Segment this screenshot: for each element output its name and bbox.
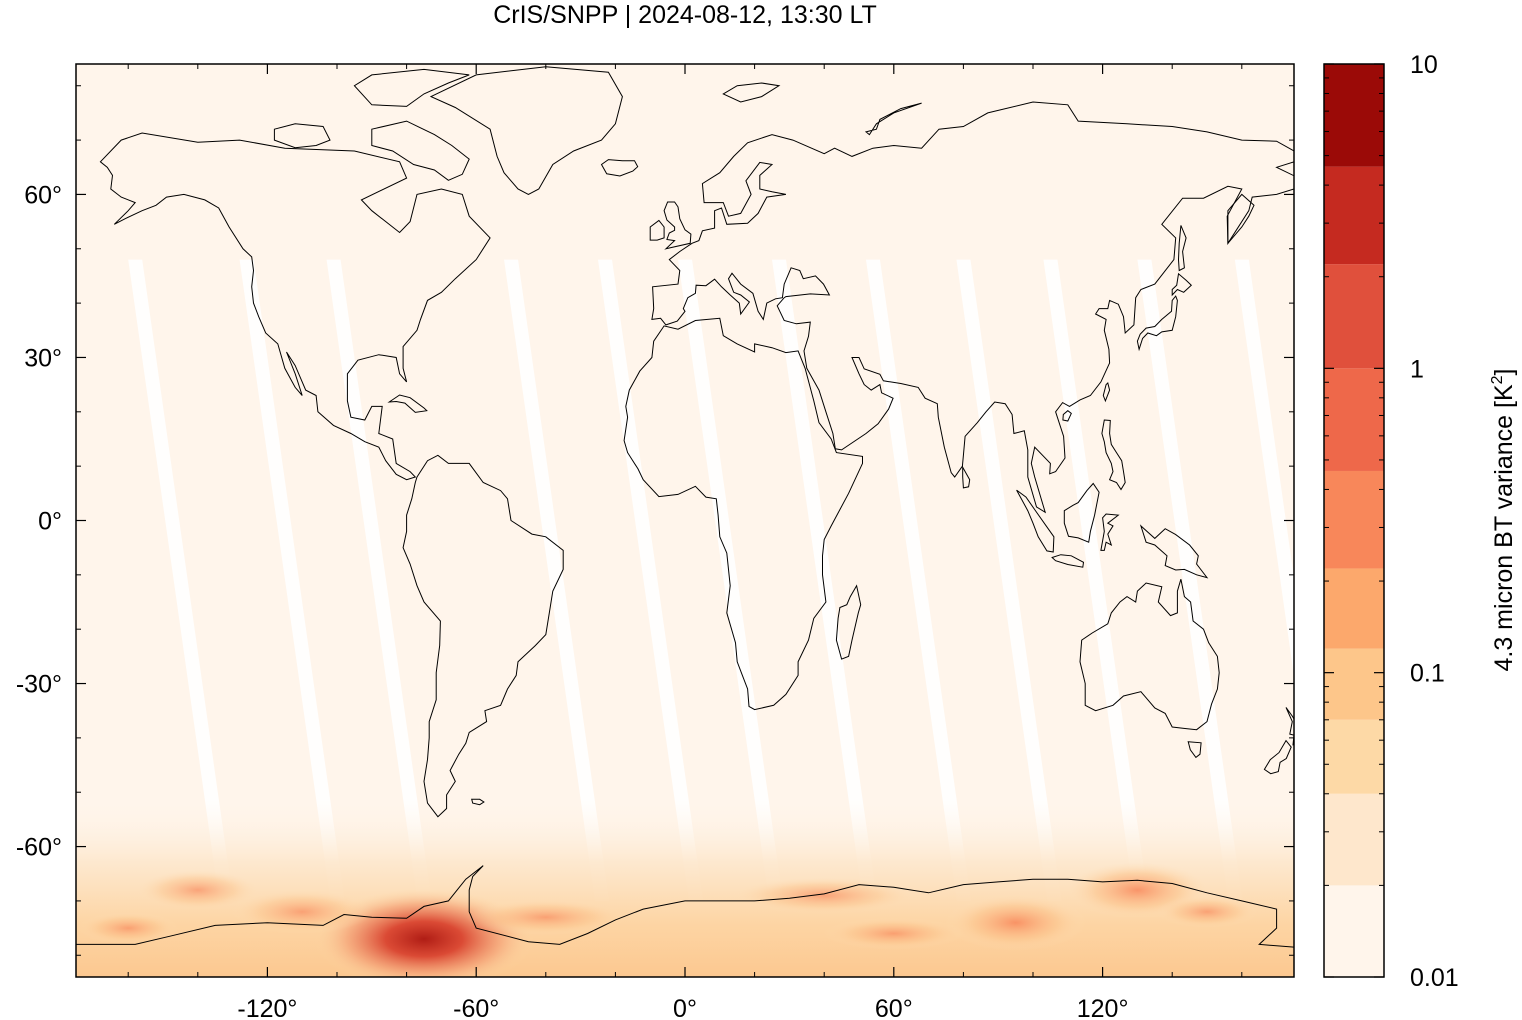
- coastline-sumatra: [1016, 489, 1055, 553]
- colorbar-tick-label: 0.1: [1410, 660, 1445, 688]
- coastline-ireland: [649, 219, 665, 241]
- coastline-eurasia: [651, 101, 1294, 514]
- coastline-hokkaido: [1171, 272, 1193, 297]
- y-tick-label: 30°: [24, 344, 62, 372]
- swath-gap: [326, 259, 432, 901]
- coastline-ellesmere: [353, 68, 470, 107]
- coastline-svalbard: [722, 82, 781, 103]
- x-tick-label: 120°: [1077, 995, 1129, 1020]
- y-tick-label: 60°: [24, 181, 62, 209]
- colorbar-ticks: 10 1 0.1 0.01: [1324, 51, 1459, 992]
- x-axis: -120° -60° 0° 60° 120°: [127, 64, 1243, 1020]
- swath-gap: [865, 259, 971, 901]
- colorbar-tick-label: 1: [1410, 355, 1424, 383]
- colorbar-bin: [1324, 166, 1384, 265]
- coastline-great-britain: [663, 201, 692, 250]
- colorbar-bin: [1324, 793, 1384, 886]
- warm-patch: [78, 912, 179, 945]
- coastline-sulawesi: [1100, 513, 1120, 551]
- x-tick-label: 60°: [875, 995, 913, 1020]
- y-axis: 60° 30° 0° -30° -60°: [16, 85, 1294, 956]
- colorbar-label: 4.3 micron BT variance [K2]: [1489, 368, 1518, 671]
- warm-patch: [465, 899, 626, 936]
- warm-patch: [1157, 895, 1257, 928]
- colorbar-tick-label: 10: [1410, 51, 1438, 79]
- swath-gap: [956, 259, 1062, 901]
- coastline-cuba: [387, 394, 428, 413]
- coastline-new-zealand-s: [1263, 739, 1292, 775]
- x-tick-label: -60°: [453, 995, 499, 1020]
- swath-gap: [1043, 259, 1149, 901]
- swath-gap: [239, 259, 345, 901]
- swath-gaps: [128, 259, 1294, 901]
- y-tick-label: 0°: [38, 508, 62, 536]
- coastline-victoria-island: [273, 123, 331, 149]
- colorbar-bin: [1324, 719, 1384, 794]
- coastline-baffin-island: [371, 120, 470, 181]
- colorbar-frame: [1323, 63, 1385, 978]
- coastline-borneo: [1063, 482, 1100, 543]
- coastline-sri-lanka: [962, 465, 971, 489]
- coastline-north-america: [99, 132, 491, 481]
- coastline-sakhalin: [1177, 225, 1187, 272]
- colorbar-bin: [1324, 368, 1384, 471]
- coastline-africa: [623, 317, 863, 711]
- colorbar-bin: [1324, 470, 1384, 569]
- hotspots: [78, 862, 1257, 977]
- colorbar-bin: [1324, 64, 1384, 167]
- colorbar-bin: [1324, 648, 1384, 720]
- coastline-falklands: [471, 798, 485, 806]
- colorbar-bin: [1324, 885, 1384, 977]
- colorbar-bin: [1324, 264, 1384, 369]
- swath-gap: [1234, 259, 1294, 677]
- coastline-hainan: [1062, 410, 1072, 422]
- swath-gap: [678, 259, 784, 901]
- coastline-south-america: [402, 454, 564, 818]
- swath-gap: [128, 259, 234, 901]
- warm-patch: [823, 917, 964, 950]
- warm-patch: [232, 889, 373, 934]
- chart-title: CrIS/SNPP | 2024-08-12, 13:30 LT: [493, 1, 877, 29]
- coastline-iceland: [600, 159, 639, 177]
- coastline-java: [1051, 554, 1085, 568]
- coastline-japan: [1136, 295, 1178, 352]
- coastline-new-guinea: [1139, 524, 1209, 579]
- swath-gap: [772, 259, 877, 901]
- colorbar-bin: [1324, 568, 1384, 649]
- colorbar-tick-label: 0.01: [1410, 964, 1459, 992]
- warm-patch: [734, 877, 915, 914]
- x-tick-label: -120°: [237, 995, 297, 1020]
- colorbar: [1323, 63, 1385, 978]
- coastline-madagascar: [835, 584, 862, 660]
- coastline-tasmania: [1187, 741, 1202, 759]
- y-tick-label: -60°: [16, 834, 62, 862]
- y-tick-label: -30°: [16, 671, 62, 699]
- hotspot-weddell-hotspot: [945, 894, 1086, 951]
- coastline-kamchatka: [1227, 193, 1255, 245]
- coastline-antarctica: [76, 865, 1294, 948]
- coastline-novaya-zemlya: [864, 102, 922, 136]
- x-tick-label: 0°: [673, 995, 697, 1020]
- coastline-new-zealand-n: [1285, 707, 1294, 746]
- coastline-philippines: [1101, 419, 1126, 491]
- warm-patch: [137, 870, 258, 911]
- coastline-taiwan: [1102, 382, 1111, 403]
- coastlines: [76, 66, 1294, 948]
- swath-gap: [1137, 259, 1243, 901]
- swath-gap: [598, 259, 703, 901]
- coastline-greenland: [429, 66, 623, 195]
- coastline-australia: [1079, 579, 1220, 731]
- swath-gap: [504, 259, 610, 901]
